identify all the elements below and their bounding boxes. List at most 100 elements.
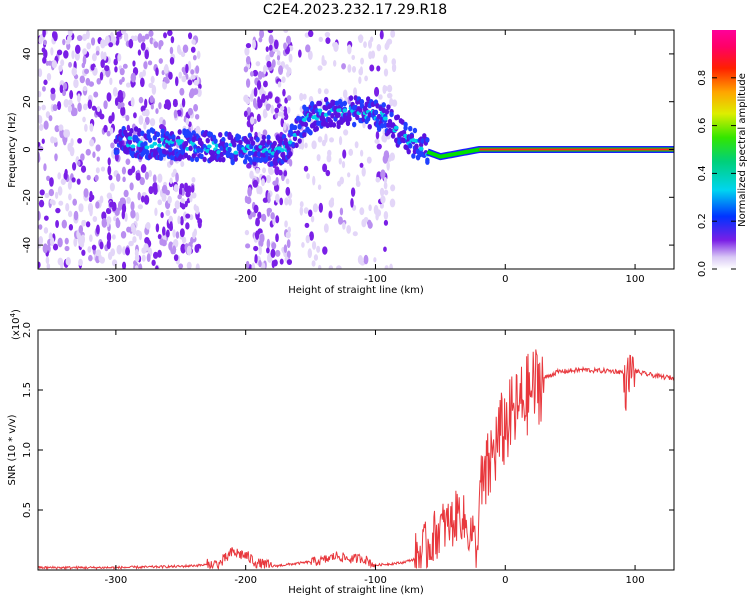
spectrogram-signal-speck — [390, 133, 396, 139]
spectrogram-signal-speck — [408, 125, 413, 132]
spectrogram-ytick-label: 40 — [22, 48, 33, 61]
spectrogram-noise-speck — [119, 68, 125, 76]
spectrogram-noise-speck — [187, 107, 194, 116]
spectrogram-noise-speck — [299, 92, 304, 102]
spectrogram-noise-speck — [347, 44, 352, 55]
spectrogram-noise-speck — [245, 260, 250, 269]
spectrogram-ylabel: Frequency (Hz) — [7, 112, 18, 188]
spectrogram-noise-speck — [51, 60, 58, 69]
spectrogram-noise-speck — [111, 234, 116, 240]
spectrogram-noise-speck — [249, 116, 255, 125]
snr-axes: -300 -200 -100 0 100 0.5 1.0 1.5 2.0 — [22, 322, 674, 586]
spectrogram-noise-speck — [44, 192, 50, 199]
spectrogram-noise-speck — [74, 44, 81, 55]
spectrogram-noise-speck — [268, 168, 274, 175]
spectrogram-noise-speck — [195, 263, 200, 269]
spectrogram-noise-speck — [324, 133, 328, 144]
spectrogram-noise-speck — [57, 186, 63, 196]
spectrogram-noise-speck — [149, 118, 156, 127]
spectrogram-noise-speck — [256, 80, 262, 90]
spectrogram-noise-speck — [263, 64, 267, 75]
colorbar-label: Normalized spectral amplitude — [737, 73, 748, 227]
spectrogram-noise-speck — [49, 199, 55, 205]
spectrogram-noise-speck — [186, 261, 192, 269]
spectrogram-signal-speck — [151, 128, 156, 134]
spectrogram-signal-speck — [303, 121, 309, 128]
spectrogram-noise-speck — [96, 156, 100, 162]
spectrogram-noise-speck — [383, 181, 388, 190]
spectrogram-noise-speck — [263, 111, 268, 118]
spectrogram-noise-speck — [117, 53, 122, 62]
spectrogram-noise-speck — [73, 210, 79, 221]
spectrogram-noise-speck — [173, 207, 177, 214]
spectrogram-noise-speck — [67, 105, 73, 113]
spectrogram-noise-speck — [88, 254, 93, 262]
spectrogram-noise-speck — [38, 235, 44, 245]
spectrogram-noise-speck — [158, 42, 162, 50]
spectrogram-noise-speck — [82, 86, 88, 92]
spectrogram-noise-speck — [283, 244, 288, 253]
spectrogram-signal-speck — [381, 102, 386, 108]
spectrogram-xtick-label: -200 — [234, 274, 257, 285]
spectrogram-noise-speck — [261, 93, 266, 103]
spectrogram-noise-speck — [185, 117, 190, 126]
spectrogram-noise-speck — [254, 230, 260, 240]
spectrogram-noise-speck — [281, 76, 286, 83]
spectrogram-noise-speck — [126, 226, 132, 233]
spectrogram-signal-peak — [233, 150, 239, 155]
spectrogram-noise-speck — [108, 174, 113, 181]
spectrogram-noise-speck — [357, 34, 364, 42]
colorbar-tick-label: 0.8 — [697, 70, 708, 86]
spectrogram-noise-speck — [363, 254, 369, 265]
spectrogram-noise-speck — [100, 59, 105, 69]
spectrogram-noise-speck — [144, 171, 149, 180]
spectrogram-noise-speck — [383, 219, 389, 226]
spectrogram-noise-speck — [190, 74, 196, 80]
spectrogram-noise-speck — [181, 203, 186, 210]
spectrogram-noise-speck — [251, 262, 256, 269]
spectrogram-noise-speck — [275, 215, 280, 224]
spectrogram-noise-speck — [252, 69, 259, 77]
spectrogram-noise-speck — [133, 112, 137, 119]
spectrogram-noise-speck — [86, 174, 91, 181]
spectrogram-noise-speck — [95, 201, 100, 209]
spectrogram-noise-speck — [126, 124, 131, 132]
spectrogram-noise-speck — [107, 165, 112, 176]
spectrogram-signal-speck — [328, 119, 334, 125]
spectrogram-signal-speck — [221, 156, 226, 163]
spectrogram-noise-speck — [172, 229, 176, 238]
spectrogram-noise-speck — [274, 112, 279, 119]
spectrogram-noise-speck — [195, 65, 200, 74]
spectrogram-noise-speck — [128, 240, 134, 247]
spectrogram-noise-speck — [135, 172, 141, 181]
spectrogram-noise-speck — [152, 174, 157, 183]
spectrogram-noise-speck — [378, 94, 383, 100]
spectrogram-noise-speck — [134, 254, 140, 263]
spectrogram-noise-speck — [181, 75, 187, 83]
spectrogram-noise-speck — [72, 162, 77, 171]
spectrogram-noise-speck — [94, 174, 99, 182]
spectrogram-noise-speck — [89, 139, 95, 147]
spectrogram-noise-speck — [120, 30, 127, 35]
spectrogram-noise-speck — [283, 111, 288, 117]
spectrogram-signal-peak — [216, 150, 222, 155]
spectrogram-noise-speck — [379, 202, 384, 209]
spectrogram-noise-speck — [389, 198, 396, 208]
spectrogram-noise-speck — [109, 182, 115, 192]
spectrogram-signal-peak — [130, 144, 136, 149]
spectrogram-noise-speck — [180, 198, 185, 204]
spectrogram-noise-speck — [311, 140, 317, 150]
spectrogram-noise-speck — [99, 256, 105, 264]
spectrogram-noise-speck — [169, 177, 173, 184]
spectrogram-noise-speck — [190, 236, 194, 245]
spectrogram-noise-speck — [193, 228, 198, 237]
colorbar-tick-label: 0.0 — [697, 261, 708, 277]
spectrogram-noise-speck — [122, 261, 127, 269]
spectrogram-signal-speck — [246, 139, 251, 146]
spectrogram-noise-speck — [62, 38, 66, 46]
spectrogram-noise-speck — [321, 59, 327, 66]
spectrogram-noise-speck — [73, 78, 79, 89]
spectrogram-noise-speck — [124, 212, 128, 222]
spectrogram-noise-speck — [328, 210, 333, 219]
